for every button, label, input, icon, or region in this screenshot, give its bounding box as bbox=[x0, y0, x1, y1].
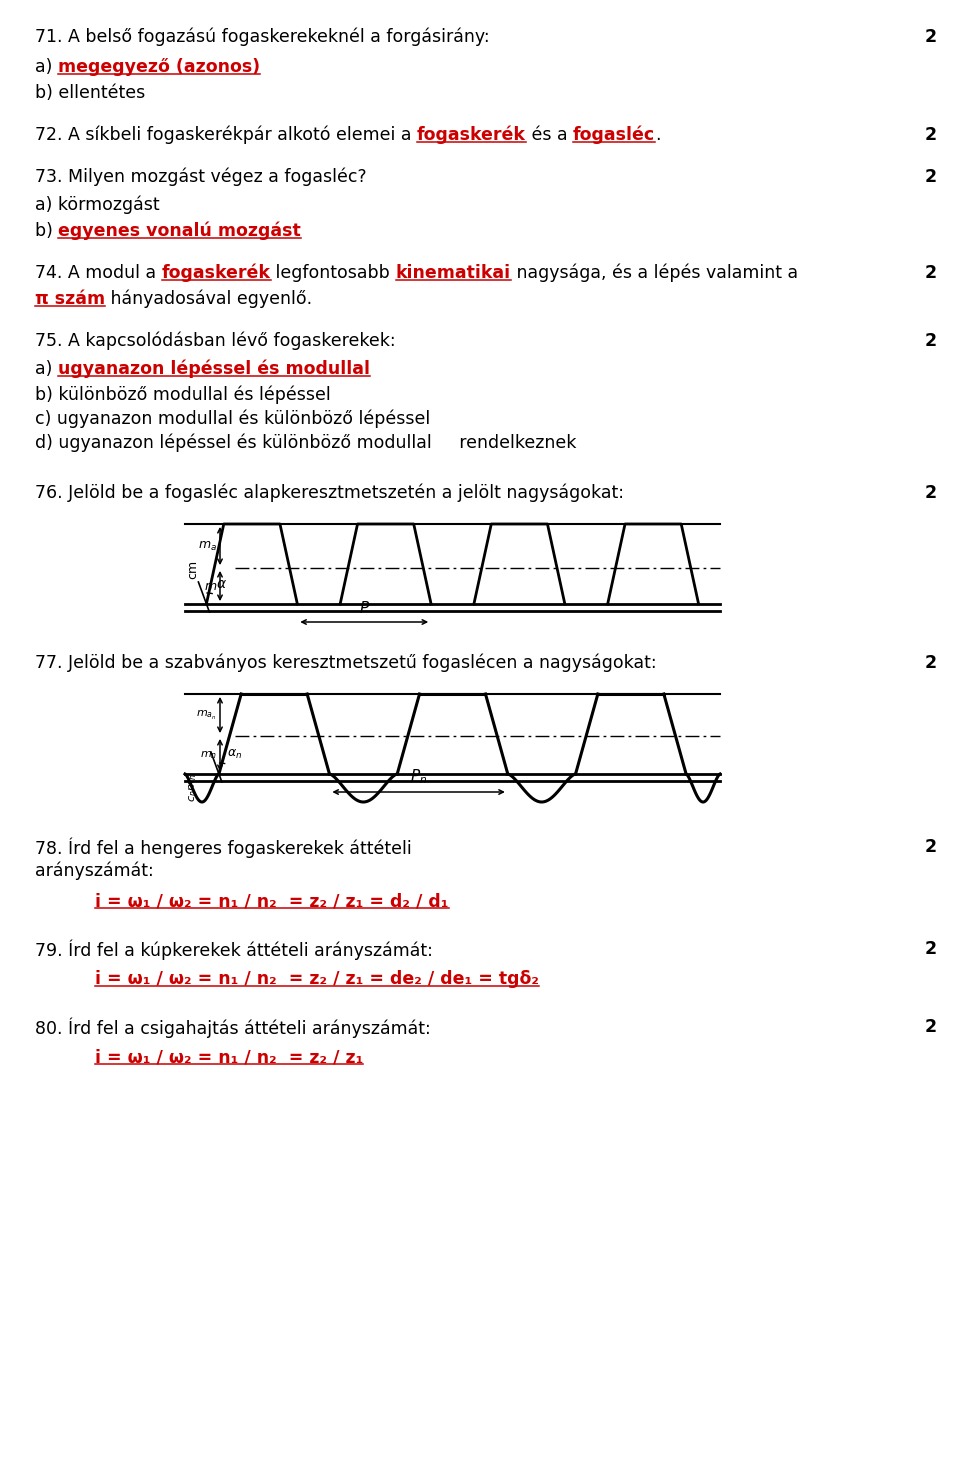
Text: arányszámát:: arányszámát: bbox=[35, 862, 154, 880]
Text: $\alpha_n$: $\alpha_n$ bbox=[227, 748, 242, 761]
Text: 2: 2 bbox=[925, 484, 937, 502]
Text: $c_nm_n$: $c_nm_n$ bbox=[187, 773, 199, 803]
Text: i = ω₁ / ω₂ = n₁ / n₂  = z₂ / z₁ = de₂ / de₁ = tgδ₂: i = ω₁ / ω₂ = n₁ / n₂ = z₂ / z₁ = de₂ / … bbox=[95, 971, 539, 988]
Text: $m_n$: $m_n$ bbox=[200, 749, 217, 761]
Text: kinematikai: kinematikai bbox=[396, 264, 511, 282]
Text: 2: 2 bbox=[925, 126, 937, 144]
Text: b): b) bbox=[35, 223, 59, 240]
Text: $P_n$: $P_n$ bbox=[410, 767, 427, 787]
Text: 80. Írd fel a csigahajtás áttételi arányszámát:: 80. Írd fel a csigahajtás áttételi arány… bbox=[35, 1018, 431, 1039]
Text: b) különböző modullal és lépéssel: b) különböző modullal és lépéssel bbox=[35, 386, 331, 405]
Text: a) körmozgást: a) körmozgást bbox=[35, 196, 159, 215]
Text: π szám: π szám bbox=[35, 289, 106, 309]
Text: .: . bbox=[655, 126, 660, 144]
Text: cm: cm bbox=[186, 559, 200, 579]
Text: 74. A modul a: 74. A modul a bbox=[35, 264, 161, 282]
Text: c) ugyanazon modullal és különböző lépéssel: c) ugyanazon modullal és különböző lépés… bbox=[35, 410, 430, 429]
Text: 2: 2 bbox=[925, 28, 937, 46]
Text: 75. A kapcsolódásban lévő fogaskerekek:: 75. A kapcsolódásban lévő fogaskerekek: bbox=[35, 332, 396, 350]
Text: nagysága, és a lépés valamint a: nagysága, és a lépés valamint a bbox=[511, 264, 798, 282]
Text: 2: 2 bbox=[925, 264, 937, 282]
Text: 77. Jelöld be a szabványos keresztmetszetű fogaslécen a nagyságokat:: 77. Jelöld be a szabványos keresztmetsze… bbox=[35, 654, 657, 672]
Text: hányadosával egyenlő.: hányadosával egyenlő. bbox=[106, 289, 312, 309]
Text: 2: 2 bbox=[925, 654, 937, 672]
Text: $m_{a_n}$: $m_{a_n}$ bbox=[197, 708, 217, 721]
Text: fogasléc: fogasléc bbox=[573, 126, 655, 144]
Text: és a: és a bbox=[526, 126, 573, 144]
Text: megegyező (azonos): megegyező (azonos) bbox=[58, 58, 260, 76]
Text: 2: 2 bbox=[925, 332, 937, 350]
Text: egyenes vonalú mozgást: egyenes vonalú mozgást bbox=[59, 223, 301, 240]
Text: fogaskerék: fogaskerék bbox=[417, 126, 526, 144]
Text: d) ugyanazon lépéssel és különböző modullal     rendelkeznek: d) ugyanazon lépéssel és különböző modul… bbox=[35, 433, 576, 453]
Text: 73. Milyen mozgást végez a fogasléc?: 73. Milyen mozgást végez a fogasléc? bbox=[35, 168, 367, 187]
Text: 2: 2 bbox=[925, 168, 937, 186]
Text: 78. Írd fel a hengeres fogaskerekek áttételi: 78. Írd fel a hengeres fogaskerekek átté… bbox=[35, 838, 412, 859]
Text: i = ω₁ / ω₂ = n₁ / n₂  = z₂ / z₁ = d₂ / d₁: i = ω₁ / ω₂ = n₁ / n₂ = z₂ / z₁ = d₂ / d… bbox=[95, 892, 448, 910]
Text: ugyanazon lépéssel és modullal: ugyanazon lépéssel és modullal bbox=[58, 361, 370, 378]
Text: α: α bbox=[216, 577, 226, 591]
Text: 76. Jelöld be a fogasléc alapkeresztmetszetén a jelölt nagyságokat:: 76. Jelöld be a fogasléc alapkeresztmets… bbox=[35, 484, 624, 503]
Text: P: P bbox=[360, 601, 369, 616]
Text: 71. A belső fogazású fogaskerekeknél a forgásirány:: 71. A belső fogazású fogaskerekeknél a f… bbox=[35, 28, 490, 46]
Text: a): a) bbox=[35, 361, 58, 378]
Text: $m$: $m$ bbox=[204, 579, 217, 592]
Text: 2: 2 bbox=[925, 939, 937, 959]
Text: 2: 2 bbox=[925, 838, 937, 856]
Text: b) ellentétes: b) ellentétes bbox=[35, 85, 145, 102]
Text: a): a) bbox=[35, 58, 58, 76]
Text: 72. A síkbeli fogaskerékpár alkotó elemei a: 72. A síkbeli fogaskerékpár alkotó eleme… bbox=[35, 126, 417, 144]
Text: $m_a$: $m_a$ bbox=[198, 540, 217, 552]
Text: legfontosabb: legfontosabb bbox=[271, 264, 396, 282]
Text: i = ω₁ / ω₂ = n₁ / n₂  = z₂ / z₁: i = ω₁ / ω₂ = n₁ / n₂ = z₂ / z₁ bbox=[95, 1048, 364, 1066]
Text: fogaskerék: fogaskerék bbox=[161, 264, 271, 282]
Text: 2: 2 bbox=[925, 1018, 937, 1036]
Text: 79. Írd fel a kúpkerekek áttételi arányszámát:: 79. Írd fel a kúpkerekek áttételi aránys… bbox=[35, 939, 433, 960]
